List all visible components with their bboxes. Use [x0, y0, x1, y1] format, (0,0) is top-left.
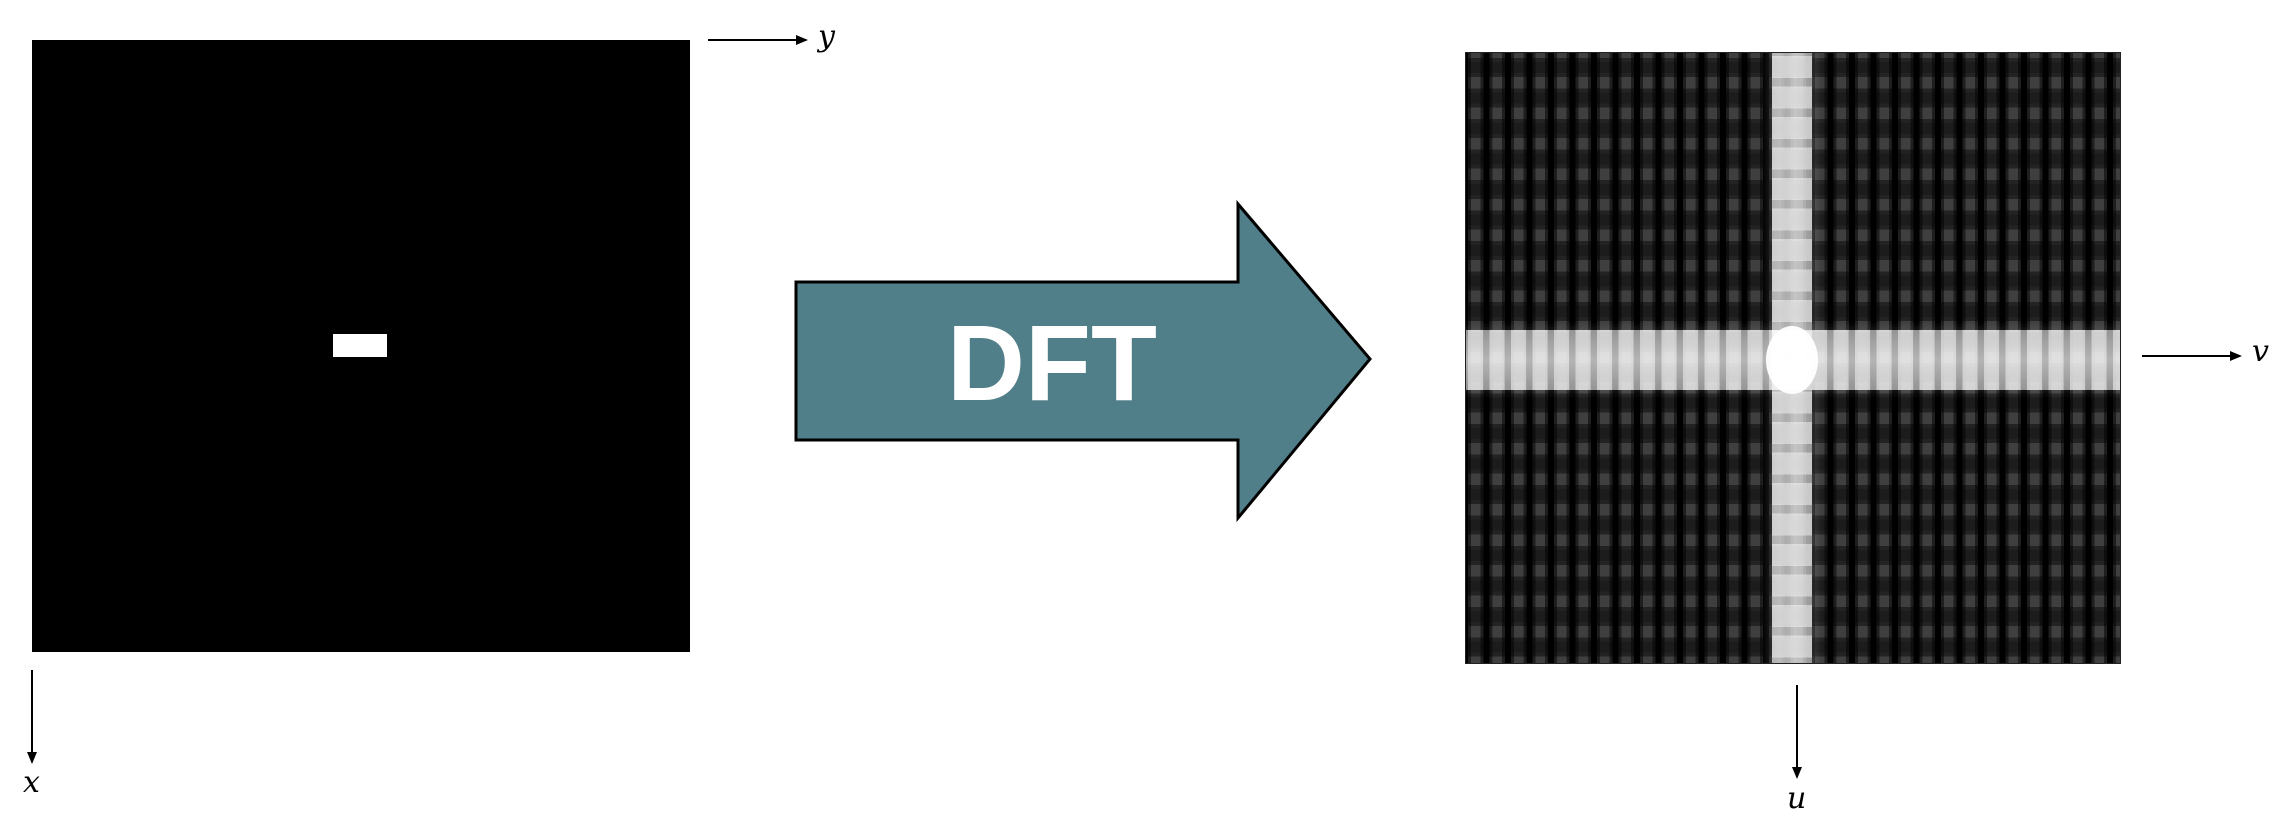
input-axis-x: x [23, 670, 40, 800]
dft-arrow: DFT [794, 199, 1372, 523]
spectrum-axis-v: v [2142, 334, 2269, 369]
spectrum-dc-peak [1766, 326, 1818, 394]
spectrum-image-panel [1465, 52, 2121, 664]
dft-arrow-label: DFT [947, 302, 1157, 423]
u-axis-label: u [1787, 781, 1806, 816]
input-image-white-rectangle [333, 334, 387, 357]
spectrum-axis-u: u [1787, 685, 1806, 816]
input-axis-y: y [708, 19, 836, 54]
input-image-panel [32, 40, 690, 652]
x-axis-label: x [23, 765, 40, 800]
y-axis-label: y [816, 19, 836, 54]
v-axis-label: v [2252, 334, 2269, 369]
dft-arrow-shape [794, 199, 1372, 523]
